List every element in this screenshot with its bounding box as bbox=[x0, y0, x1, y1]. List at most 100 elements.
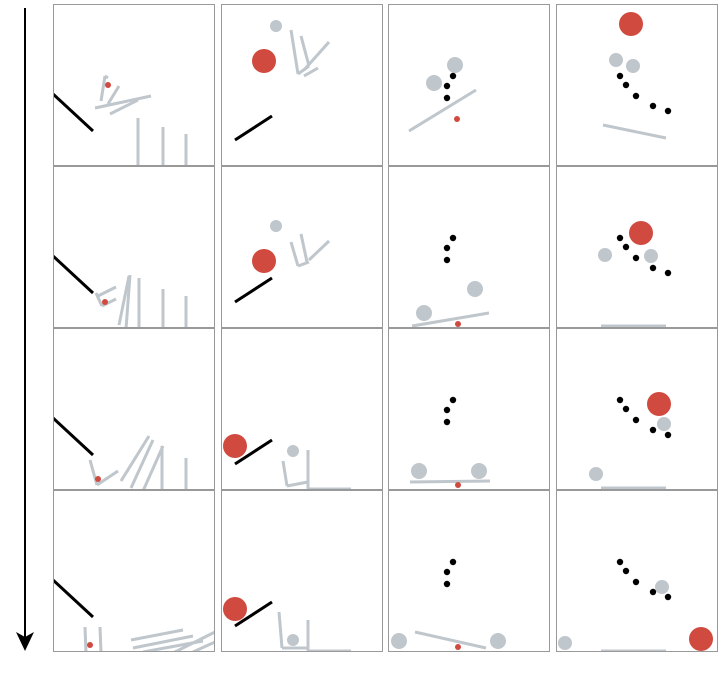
panel-background bbox=[556, 490, 718, 652]
panel-background bbox=[388, 328, 550, 490]
anchor-point bbox=[443, 256, 451, 264]
dynamic-bar bbox=[302, 41, 331, 71]
panel-content bbox=[234, 220, 331, 304]
goal-ball bbox=[95, 476, 101, 482]
dynamic-bar bbox=[602, 123, 667, 140]
goal-ball bbox=[619, 12, 643, 36]
anchor-point bbox=[632, 92, 640, 100]
goal-ball bbox=[455, 644, 461, 650]
dynamic-bar bbox=[99, 75, 107, 102]
dynamic-ball bbox=[467, 281, 483, 297]
anchor-point bbox=[649, 264, 657, 272]
anchor-point bbox=[443, 94, 451, 102]
time-arrow bbox=[16, 8, 34, 651]
dynamic-bar bbox=[96, 469, 119, 487]
anchor-point bbox=[632, 578, 640, 586]
panel-content bbox=[409, 396, 491, 488]
goal-ball bbox=[454, 116, 460, 122]
anchor-point bbox=[622, 243, 630, 251]
panel-content bbox=[53, 74, 188, 166]
dynamic-ball bbox=[411, 463, 427, 479]
dynamic-bar bbox=[98, 626, 103, 652]
anchor-point bbox=[449, 234, 457, 242]
dynamic-bar bbox=[83, 626, 88, 652]
dynamic-ball bbox=[471, 463, 487, 479]
panel-border bbox=[388, 328, 550, 490]
anchor-point bbox=[649, 426, 657, 434]
panel-content bbox=[411, 234, 490, 328]
panel-background bbox=[53, 490, 215, 652]
panel-content bbox=[408, 57, 477, 133]
dynamic-bar bbox=[408, 88, 477, 133]
goal-ball bbox=[252, 249, 276, 273]
panel-background bbox=[221, 4, 383, 166]
panel-background bbox=[221, 490, 383, 652]
goal-ball bbox=[629, 221, 653, 245]
anchor-point bbox=[443, 244, 451, 252]
anchor-point bbox=[632, 416, 640, 424]
dynamic-bar bbox=[94, 94, 152, 110]
panel-4-2 bbox=[556, 166, 718, 328]
anchor-point bbox=[664, 431, 672, 439]
goal-ball bbox=[647, 392, 671, 416]
panel-background bbox=[388, 490, 550, 652]
panel-content bbox=[53, 416, 188, 490]
panel-border bbox=[556, 490, 718, 652]
panel-border bbox=[221, 4, 383, 166]
panel-border bbox=[388, 166, 550, 328]
goal-ball bbox=[455, 321, 461, 327]
dynamic-bar bbox=[104, 74, 109, 80]
panel-3-4 bbox=[388, 490, 550, 652]
panel-1-1 bbox=[53, 4, 215, 166]
panel-content bbox=[234, 20, 331, 142]
anchor-point bbox=[449, 396, 457, 404]
panel-background bbox=[53, 166, 215, 328]
panel-1-3 bbox=[53, 328, 215, 490]
panel-border bbox=[388, 4, 550, 166]
goal-ball bbox=[252, 49, 276, 73]
panel-border bbox=[556, 4, 718, 166]
panel-border bbox=[53, 4, 215, 166]
anchor-point bbox=[443, 418, 451, 426]
dynamic-bar bbox=[299, 233, 309, 263]
panel-4-3 bbox=[556, 328, 718, 490]
dynamic-bar bbox=[289, 29, 300, 75]
panel-1-2 bbox=[53, 166, 215, 328]
goal-ball bbox=[223, 597, 247, 621]
panel-2-2 bbox=[221, 166, 383, 328]
dynamic-ball bbox=[558, 636, 572, 650]
dynamic-ball bbox=[391, 633, 407, 649]
panel-content bbox=[589, 392, 672, 490]
panel-2-1 bbox=[221, 4, 383, 166]
panel-border bbox=[388, 490, 550, 652]
anchor-point bbox=[443, 568, 451, 576]
goal-ball bbox=[105, 82, 111, 88]
dynamic-bar bbox=[192, 640, 215, 652]
dynamic-bar bbox=[97, 285, 117, 298]
panel-2-4 bbox=[221, 490, 383, 652]
panels-layer bbox=[53, 4, 718, 652]
dynamic-bar bbox=[106, 85, 121, 105]
anchor-point bbox=[622, 405, 630, 413]
dynamic-ball bbox=[447, 57, 463, 73]
static-wall bbox=[234, 600, 273, 628]
static-wall bbox=[234, 114, 273, 142]
dynamic-bar bbox=[132, 634, 194, 650]
anchor-point bbox=[443, 82, 451, 90]
panel-background bbox=[53, 4, 215, 166]
panel-background bbox=[388, 166, 550, 328]
panel-border bbox=[53, 166, 215, 328]
panel-content bbox=[602, 12, 672, 140]
static-wall bbox=[53, 416, 95, 457]
dynamic-ball bbox=[644, 249, 658, 263]
dynamic-bar bbox=[277, 611, 284, 649]
goal-ball bbox=[689, 627, 713, 651]
panel-background bbox=[388, 4, 550, 166]
dynamic-bar bbox=[414, 630, 487, 650]
panel-border bbox=[221, 490, 383, 652]
goal-ball bbox=[455, 482, 461, 488]
dynamic-bar bbox=[141, 445, 165, 490]
dynamic-bar bbox=[409, 479, 491, 484]
anchor-point bbox=[449, 72, 457, 80]
